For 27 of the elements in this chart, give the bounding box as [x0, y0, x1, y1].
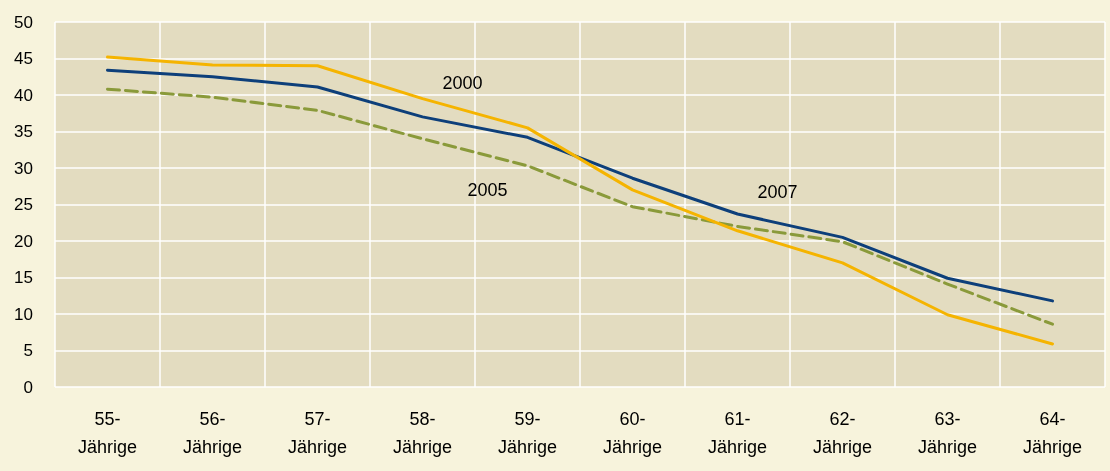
y-tick-label: 50 — [14, 12, 33, 32]
x-tick-label: 56-Jährige — [182, 409, 243, 457]
x-tick-label: 64-Jährige — [1022, 409, 1083, 457]
series-label: 2005 — [467, 179, 508, 200]
x-tick-label: 60-Jährige — [602, 409, 663, 457]
x-tick-label: 63-Jährige — [917, 409, 978, 457]
y-tick-label: 45 — [14, 49, 33, 68]
x-tick-label: 55-Jährige — [77, 409, 138, 457]
line-series — [106, 87, 1054, 326]
line-series — [106, 55, 1054, 346]
x-tick-label: 62-Jährige — [812, 409, 873, 457]
y-tick-label: 15 — [14, 268, 33, 287]
y-tick-label: 35 — [14, 122, 33, 141]
x-tick-label: 57-Jährige — [287, 409, 348, 457]
y-tick-label: 25 — [14, 195, 33, 214]
x-tick-label: 59-Jährige — [497, 409, 558, 457]
series-label: 2000 — [442, 72, 483, 93]
line-series — [106, 68, 1054, 303]
x-tick-label: 61-Jährige — [707, 409, 768, 457]
y-tick-label: 0 — [23, 377, 33, 397]
series-label: 2007 — [757, 181, 798, 202]
y-tick-label: 5 — [23, 341, 33, 360]
y-tick-label: 20 — [14, 231, 33, 251]
x-tick-label: 58-Jährige — [392, 409, 453, 457]
y-tick-label: 40 — [14, 85, 33, 105]
y-tick-label: 10 — [14, 304, 33, 324]
y-tick-label: 30 — [14, 158, 33, 178]
